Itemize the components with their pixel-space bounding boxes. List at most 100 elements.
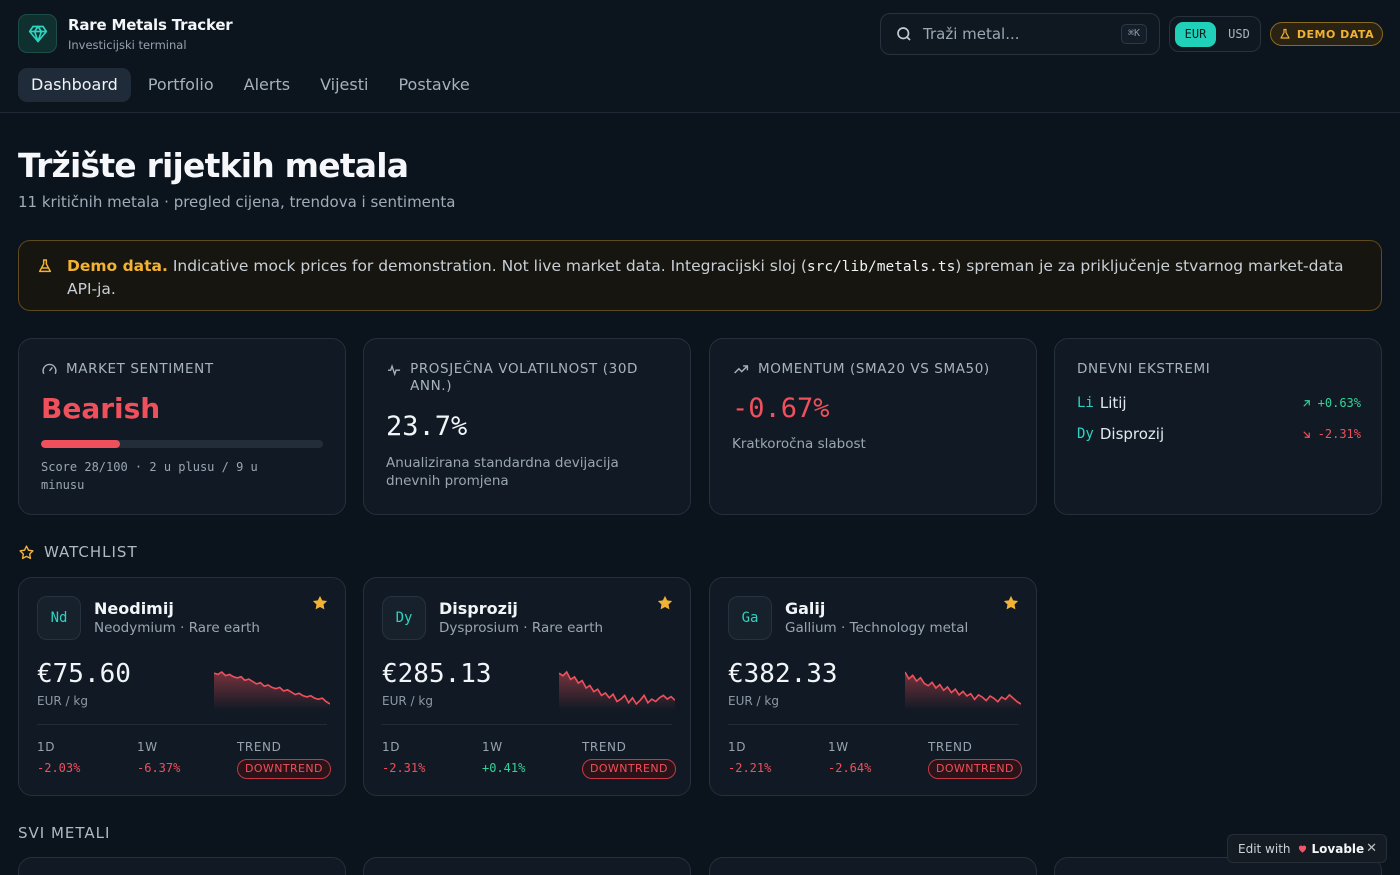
metal-name: Galij	[785, 599, 826, 618]
search-shortcut: ⌘K	[1120, 24, 1147, 44]
extreme-row-top-gainer[interactable]: Li Litij +0.63%	[1077, 393, 1361, 413]
metal-name: Neodimij	[94, 599, 174, 618]
watchlist-card[interactable]: Dy Disprozij Dysprosium · Rare earth €28…	[363, 577, 691, 796]
demo-badge-label: DEMO DATA	[1296, 27, 1375, 41]
metal-symbol: Dy	[382, 596, 426, 640]
metal-unit: EUR / kg	[37, 694, 88, 708]
extreme-name: Litij	[1099, 394, 1127, 412]
top-header: Rare Metals Tracker Investicijski termin…	[0, 0, 1400, 113]
metal-price: €75.60	[37, 659, 131, 689]
w1-label: 1W	[482, 740, 503, 754]
app-title: Rare Metals Tracker	[68, 16, 233, 34]
sparkline	[214, 670, 330, 710]
demo-notice: Demo data. Indicative mock prices for de…	[18, 240, 1382, 311]
sparkline	[905, 671, 1021, 710]
metal-card[interactable]	[363, 857, 691, 875]
gauge-icon	[42, 363, 57, 375]
divider	[382, 724, 672, 725]
trend-badge: DOWNTREND	[237, 759, 331, 779]
metal-subtitle: Dysprosium · Rare earth	[439, 620, 604, 636]
heart-icon	[1298, 845, 1306, 853]
metal-symbol: Nd	[37, 596, 81, 640]
nav-portfolio[interactable]: Portfolio	[147, 75, 214, 94]
metal-card[interactable]	[709, 857, 1037, 875]
w1-change: -6.37%	[137, 761, 181, 775]
trend-label: TREND	[582, 740, 627, 754]
notice-bold: Demo data.	[67, 257, 168, 275]
sentiment-card: MARKET SENTIMENT Bearish Score 28/100 · …	[18, 338, 346, 515]
sparkline-line	[905, 671, 1021, 705]
extreme-name: Disprozij	[1099, 425, 1165, 443]
volatility-card: PROSJEČNA VOLATILNOST (30D ANN.) 23.7% A…	[363, 338, 691, 515]
divider	[728, 724, 1018, 725]
notice-text-2: ) spreman je za priključenje stvarnog ma…	[67, 257, 1344, 298]
d1-label: 1D	[728, 740, 747, 754]
d1-change: -2.31%	[382, 761, 426, 775]
gem-icon[interactable]	[18, 14, 57, 53]
metal-unit: EUR / kg	[728, 694, 779, 708]
watchlist-heading: WATCHLIST	[18, 543, 138, 561]
extremes-card: DNEVNI EKSTREMI Li Litij +0.63% Dy Dispr…	[1054, 338, 1382, 515]
lovable-prefix: Edit with	[1238, 841, 1291, 856]
volatility-label: PROSJEČNA VOLATILNOST (30D ANN.)	[410, 361, 639, 394]
d1-change: -2.03%	[37, 761, 81, 775]
watchlist-card[interactable]: Nd Neodimij Neodymium · Rare earth €75.6…	[18, 577, 346, 796]
currency-usd-button[interactable]: USD	[1228, 27, 1250, 41]
extreme-row-top-loser[interactable]: Dy Disprozij -2.31%	[1077, 424, 1361, 444]
momentum-label: MOMENTUM (SMA20 VS SMA50)	[758, 361, 990, 377]
volatility-note: Anualizirana standardna devijacija dnevn…	[386, 455, 619, 489]
sparkline-line	[559, 670, 675, 706]
momentum-value: -0.67%	[732, 393, 830, 424]
star-filled-icon[interactable]	[1002, 594, 1020, 612]
arrow-down-right-icon	[1302, 430, 1310, 438]
nav-dashboard[interactable]: Dashboard	[18, 68, 131, 102]
metal-subtitle: Gallium · Technology metal	[785, 620, 969, 636]
sparkline-line	[214, 670, 330, 705]
nav-vijesti[interactable]: Vijesti	[320, 75, 369, 94]
extreme-symbol: Li	[1077, 395, 1094, 411]
sentiment-value: Bearish	[41, 392, 161, 425]
extreme-change: -2.31%	[1317, 427, 1361, 441]
watchlist-label: WATCHLIST	[44, 543, 138, 561]
all-metals-heading: SVI METALI	[18, 824, 110, 842]
currency-eur-button[interactable]: EUR	[1175, 22, 1216, 47]
page-title: Tržište rijetkih metala	[18, 146, 409, 185]
star-filled-icon[interactable]	[656, 594, 674, 612]
edit-with-lovable-button[interactable]: Edit with Lovable ✕	[1227, 834, 1387, 863]
arrow-up-right-icon	[1302, 399, 1310, 407]
star-outline-icon	[19, 544, 34, 559]
sentiment-score-fill	[41, 440, 120, 448]
nav-alerts[interactable]: Alerts	[243, 75, 291, 94]
divider	[37, 724, 327, 725]
notice-text: Demo data. Indicative mock prices for de…	[67, 255, 1367, 300]
notice-code: src/lib/metals.ts	[806, 259, 956, 275]
metal-name: Disprozij	[439, 599, 518, 618]
volatility-value: 23.7%	[386, 411, 468, 442]
watchlist-card[interactable]: Ga Galij Gallium · Technology metal €382…	[709, 577, 1037, 796]
extreme-change: +0.63%	[1317, 396, 1361, 410]
activity-icon	[388, 364, 401, 377]
w1-label: 1W	[137, 740, 158, 754]
nav-postavke[interactable]: Postavke	[398, 75, 470, 94]
sentiment-label: MARKET SENTIMENT	[66, 361, 214, 377]
search-input[interactable]: Traži metal... ⌘K	[880, 13, 1160, 55]
currency-toggle: EUR USD	[1169, 16, 1261, 52]
flask-icon	[38, 259, 52, 273]
metal-card[interactable]	[18, 857, 346, 875]
momentum-card: MOMENTUM (SMA20 VS SMA50) -0.67% Kratkor…	[709, 338, 1037, 515]
extremes-label: DNEVNI EKSTREMI	[1077, 361, 1211, 377]
trend-badge: DOWNTREND	[928, 759, 1022, 779]
lovable-brand: Lovable	[1311, 841, 1365, 856]
search-placeholder: Traži metal...	[923, 25, 1020, 43]
star-filled-icon[interactable]	[311, 594, 329, 612]
search-icon	[897, 27, 911, 41]
sentiment-note: Score 28/100 · 2 u plusu / 9 u minusu	[41, 460, 258, 492]
trending-up-icon	[734, 365, 749, 374]
close-icon[interactable]: ✕	[1366, 841, 1377, 856]
main-nav: Dashboard Portfolio Alerts Vijesti Posta…	[18, 68, 483, 102]
d1-label: 1D	[37, 740, 56, 754]
trend-label: TREND	[928, 740, 973, 754]
momentum-note: Kratkoročna slabost	[732, 436, 866, 452]
notice-text-1: Indicative mock prices for demonstration…	[167, 257, 807, 275]
sparkline-area	[214, 672, 330, 710]
